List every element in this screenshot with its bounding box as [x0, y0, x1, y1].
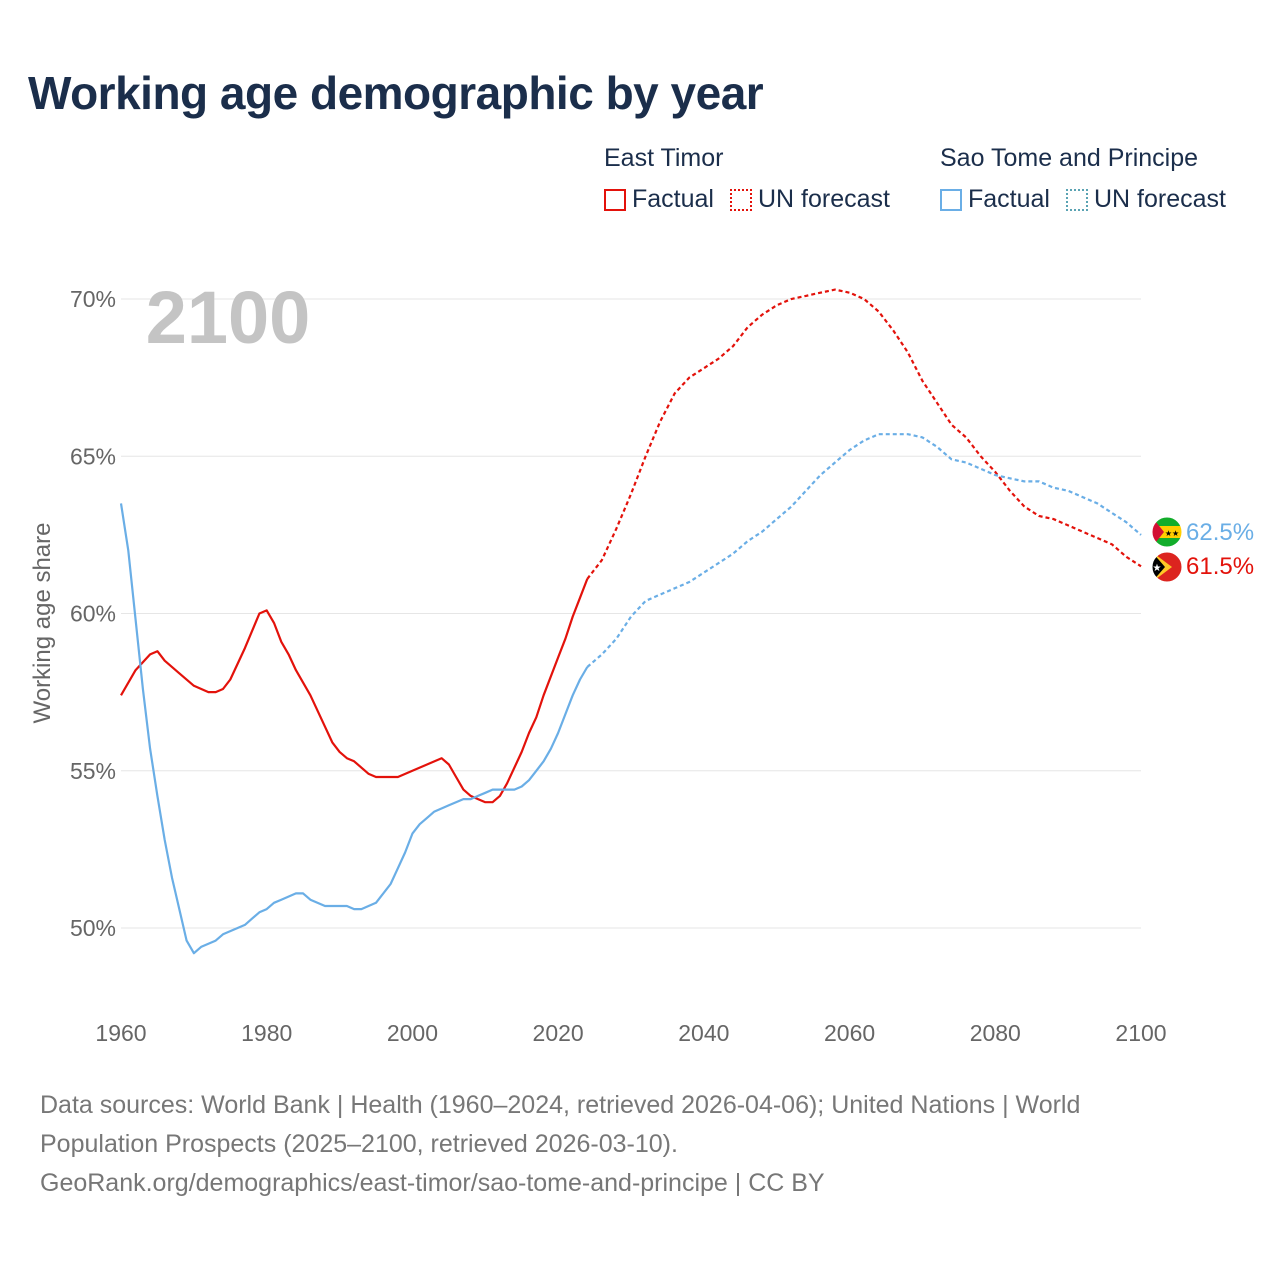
legend-item-sao-tome-forecast[interactable]: UN forecast: [1065, 185, 1226, 214]
legend-label-factual: Factual: [632, 185, 714, 213]
line-chart[interactable]: 50% 55% 60% 65% 70% 1960 1980 2000 2020 2040 2060…: [0, 0, 1280, 1080]
flag-icon-east-timor: ★: [1151, 551, 1183, 583]
x-tick-label: 2020: [533, 1020, 584, 1046]
x-tick-label: 1960: [95, 1020, 146, 1046]
legend-swatch-dotted-icon: [729, 188, 752, 211]
y-tick-label: 65%: [70, 443, 116, 469]
footer-line: Data sources: World Bank | Health (1960–…: [40, 1091, 1081, 1119]
legend-swatch-solid-icon: [940, 188, 962, 211]
series-lines: [119, 288, 1142, 955]
y-axis-ticks: 50% 55% 60% 65% 70%: [70, 286, 116, 941]
legend-label-factual: Factual: [968, 185, 1050, 213]
x-tick-label: 1980: [241, 1020, 292, 1046]
x-tick-label: 2060: [824, 1020, 875, 1046]
y-axis-label: Working age share: [29, 523, 56, 724]
legend-item-east-timor-forecast[interactable]: UN forecast: [729, 185, 890, 214]
x-tick-label: 2080: [970, 1020, 1021, 1046]
year-watermark: 2100: [146, 276, 311, 359]
series-line-east-timor-factual[interactable]: [120, 578, 589, 804]
svg-text:★★: ★★: [1165, 529, 1179, 538]
x-tick-label: 2100: [1115, 1020, 1166, 1046]
x-axis-ticks: 1960 1980 2000 2020 2040 2060 2080 2100: [95, 1020, 1166, 1046]
series-line-sao-tome-forecast[interactable]: [586, 433, 1142, 668]
x-tick-label: 2040: [678, 1020, 729, 1046]
end-label-sao-tome: 62.5%: [1186, 519, 1254, 546]
end-label-east-timor: 61.5%: [1186, 553, 1254, 580]
y-tick-label: 60%: [70, 601, 116, 627]
legend-swatch-dotted-icon: [1065, 188, 1088, 211]
legend-group-name-east-timor: East Timor: [604, 144, 724, 172]
legend-label-forecast: UN forecast: [1093, 185, 1226, 213]
chart-title: Working age demographic by year: [28, 67, 764, 119]
footer-sources: Data sources: World Bank | Health (1960–…: [40, 1086, 1240, 1203]
footer-line: Population Prospects (2025–2100, retriev…: [40, 1130, 678, 1158]
legend-swatch-solid-icon: [604, 188, 626, 211]
y-tick-label: 50%: [70, 915, 116, 941]
legend-item-sao-tome-factual[interactable]: Factual: [940, 185, 1050, 214]
x-tick-label: 2000: [387, 1020, 438, 1046]
svg-text:★: ★: [1153, 563, 1162, 574]
legend-label-forecast: UN forecast: [757, 185, 890, 213]
legend-group-east-timor: East Timor Factual UN forecast: [604, 144, 906, 214]
y-tick-label: 55%: [70, 758, 116, 784]
legend-group-sao-tome: Sao Tome and Principe Factual UN forecas…: [940, 144, 1242, 214]
legend-item-east-timor-factual[interactable]: Factual: [604, 185, 714, 214]
series-line-east-timor-forecast[interactable]: [586, 288, 1142, 580]
footer-line[interactable]: GeoRank.org/demographics/east-timor/sao-…: [40, 1169, 825, 1197]
y-tick-label: 70%: [70, 286, 116, 312]
legend-group-name-sao-tome: Sao Tome and Principe: [940, 144, 1199, 172]
series-line-sao-tome-factual[interactable]: [119, 503, 589, 955]
flag-icon-sao-tome: ★★: [1151, 516, 1183, 548]
grid-lines: [121, 298, 1141, 929]
